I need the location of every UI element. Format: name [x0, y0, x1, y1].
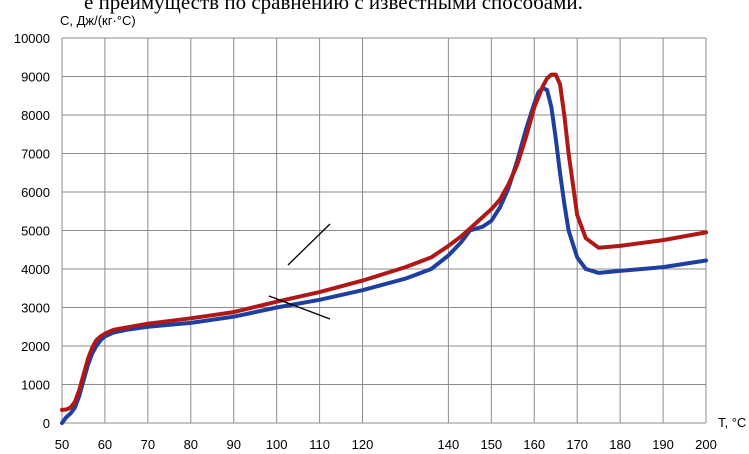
- y-axis-label: С, Дж/(кг·°С): [60, 13, 136, 28]
- x-tick-label: 80: [184, 437, 198, 452]
- y-tick-label: 7000: [21, 147, 50, 162]
- y-tick-label: 2000: [21, 339, 50, 354]
- y-tick-label: 9000: [21, 70, 50, 85]
- y-tick-label: 6000: [21, 185, 50, 200]
- tangent-lines: [268, 223, 331, 320]
- x-tick-label: 70: [141, 437, 155, 452]
- y-tick-label: 4000: [21, 262, 50, 277]
- series-layer: [60, 72, 708, 425]
- x-tick-label: 140: [438, 437, 460, 452]
- tangent-line-lower: [268, 295, 331, 320]
- x-tick-label: 200: [695, 437, 717, 452]
- x-tick-label: 120: [352, 437, 374, 452]
- tangent-line-upper: [287, 223, 331, 266]
- page-top-text: е преимуществ по сравнению с известными …: [84, 0, 583, 14]
- x-tick-label: 170: [566, 437, 588, 452]
- x-axis-label: Т, °С: [718, 415, 746, 430]
- x-tick-label: 50: [55, 437, 69, 452]
- x-tick-label: 110: [309, 437, 330, 452]
- x-tick-label: 90: [226, 437, 240, 452]
- x-tick-label: 150: [480, 437, 502, 452]
- x-tick-label: 180: [609, 437, 631, 452]
- y-tick-label: 0: [43, 416, 50, 431]
- series-line-2: [60, 72, 708, 412]
- axes: [61, 38, 706, 424]
- series-line-1: [60, 86, 708, 425]
- y-tick-label: 10000: [14, 31, 50, 46]
- x-tick-label: 100: [266, 437, 288, 452]
- y-tick-label: 3000: [21, 301, 50, 316]
- tick-labels: 0 1000 2000 3000 4000 5000 6000 7000 8000 9000 100…: [14, 31, 717, 452]
- y-tick-label: 5000: [21, 224, 50, 239]
- grid: [62, 37, 707, 423]
- y-tick-label: 1000: [21, 378, 50, 393]
- x-tick-label: 60: [98, 437, 112, 452]
- y-tick-label: 8000: [21, 108, 50, 123]
- x-tick-label: 160: [523, 437, 545, 452]
- x-tick-label: 190: [652, 437, 674, 452]
